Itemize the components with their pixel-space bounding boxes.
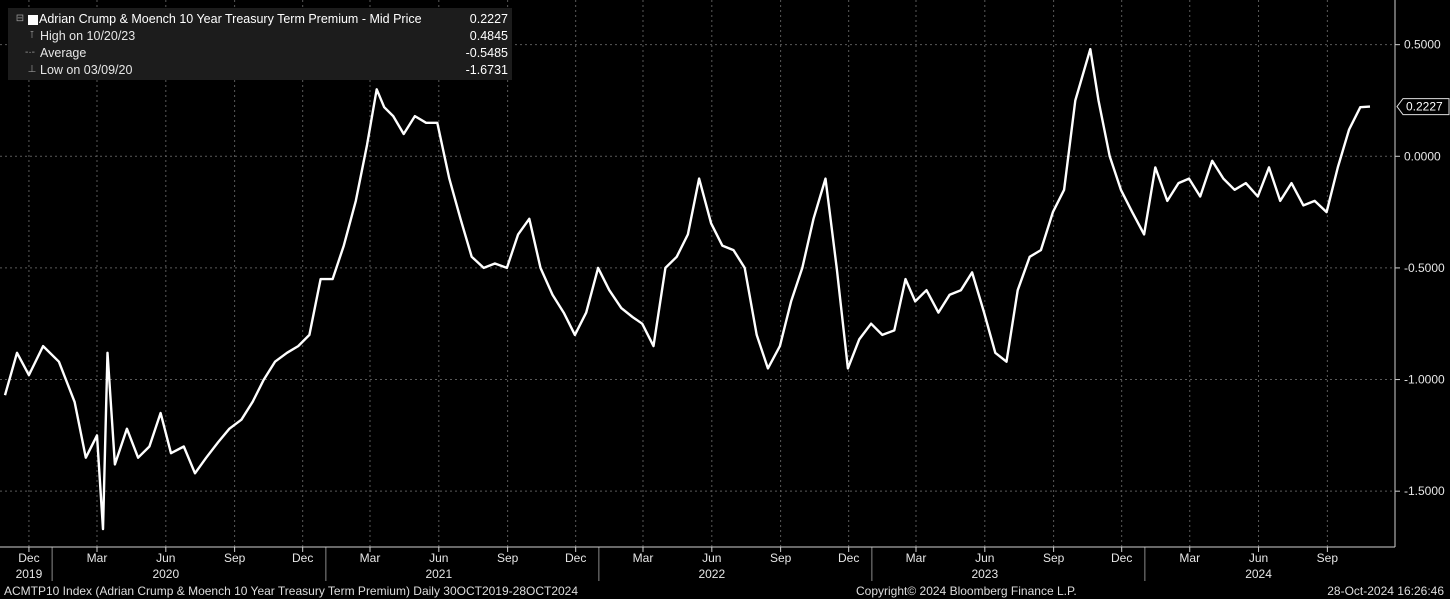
- y-tick-label-3: -1.0000: [1404, 373, 1445, 387]
- x-tick-label-11: Sep: [770, 551, 792, 565]
- legend-row-low: ⊥ Low on 03/09/20 -1.6731: [8, 62, 508, 79]
- x-tick-label-19: Sep: [1317, 551, 1339, 565]
- legend-average-label: Average: [40, 46, 87, 60]
- x-tick-label-2: Jun: [156, 551, 175, 565]
- x-tick-label-5: Mar: [360, 551, 381, 565]
- last-value-marker: 0.2227: [1396, 98, 1450, 116]
- x-tick-label-6: Jun: [429, 551, 448, 565]
- footer-copyright: Copyright© 2024 Bloomberg Finance L.P.: [856, 584, 1077, 598]
- legend-row-title: ⊟ Adrian Crump & Moench 10 Year Treasury…: [8, 11, 508, 28]
- legend-title: Adrian Crump & Moench 10 Year Treasury T…: [39, 12, 422, 26]
- x-tick-label-7: Sep: [497, 551, 519, 565]
- series-line: [3, 47, 1371, 531]
- average-line-icon: -·-: [25, 47, 35, 58]
- x-tick-label-3: Sep: [224, 551, 246, 565]
- x-year-label-2: 2021: [425, 567, 452, 581]
- x-tick-label-12: Dec: [838, 551, 859, 565]
- legend-row-average: -·- Average -0.5485: [8, 45, 508, 62]
- x-tick-label-4: Dec: [292, 551, 313, 565]
- x-tick-label-18: Jun: [1249, 551, 1268, 565]
- x-tick-label-1: Mar: [87, 551, 108, 565]
- last-value-label: 0.2227: [1406, 100, 1443, 114]
- x-tick-label-9: Mar: [633, 551, 654, 565]
- y-tick-label-4: -1.5000: [1404, 484, 1445, 498]
- y-tick-label-0: 0.5000: [1404, 38, 1441, 52]
- x-tick-label-15: Sep: [1043, 551, 1065, 565]
- grid: [0, 0, 1395, 547]
- x-tick-label-17: Mar: [1179, 551, 1200, 565]
- x-year-label-1: 2020: [152, 567, 179, 581]
- x-year-label-5: 2024: [1245, 567, 1272, 581]
- y-axis-ticks: 0.5000 0.0000 -0.5000 -1.0000 -1.5000: [1395, 38, 1445, 498]
- legend-panel: ⊟ Adrian Crump & Moench 10 Year Treasury…: [8, 8, 512, 80]
- legend-high-label: High on 10/20/23: [40, 29, 136, 43]
- last-value-tag: [1396, 98, 1450, 116]
- x-axis-ticks: Dec Mar Jun Sep Dec Mar Jun Sep Dec Mar Jun Sep Dec M…: [16, 547, 1339, 581]
- y-tick-label-1: 0.0000: [1404, 149, 1441, 163]
- footer-timestamp: 28-Oct-2024 16:26:46: [1327, 584, 1444, 598]
- x-tick-label-0: Dec: [18, 551, 39, 565]
- legend-low-value: -1.6731: [465, 63, 508, 77]
- x-tick-label-16: Dec: [1111, 551, 1132, 565]
- series-swatch: [28, 15, 38, 25]
- legend-high-value: 0.4845: [469, 29, 508, 43]
- x-tick-label-14: Jun: [975, 551, 994, 565]
- x-tick-label-13: Mar: [906, 551, 927, 565]
- year-separators: [51, 547, 1146, 581]
- low-marker-icon: ⊥: [27, 64, 37, 75]
- x-tick-label-10: Jun: [702, 551, 721, 565]
- legend-average-value: -0.5485: [465, 46, 508, 60]
- high-marker-icon: ⊺: [29, 30, 35, 41]
- footer-series-description: ACMTP10 Index (Adrian Crump & Moench 10 …: [4, 584, 579, 598]
- x-tick-label-8: Dec: [565, 551, 586, 565]
- x-year-label-4: 2023: [971, 567, 998, 581]
- legend-row-high: ⊺ High on 10/20/23 0.4845: [8, 28, 508, 45]
- legend-low-label: Low on 03/09/20: [40, 63, 133, 77]
- collapse-icon[interactable]: ⊟: [15, 13, 25, 24]
- y-tick-label-2: -0.5000: [1404, 261, 1445, 275]
- legend-last-value: 0.2227: [469, 12, 508, 26]
- x-year-label-0: 2019: [16, 567, 43, 581]
- x-year-label-3: 2022: [698, 567, 725, 581]
